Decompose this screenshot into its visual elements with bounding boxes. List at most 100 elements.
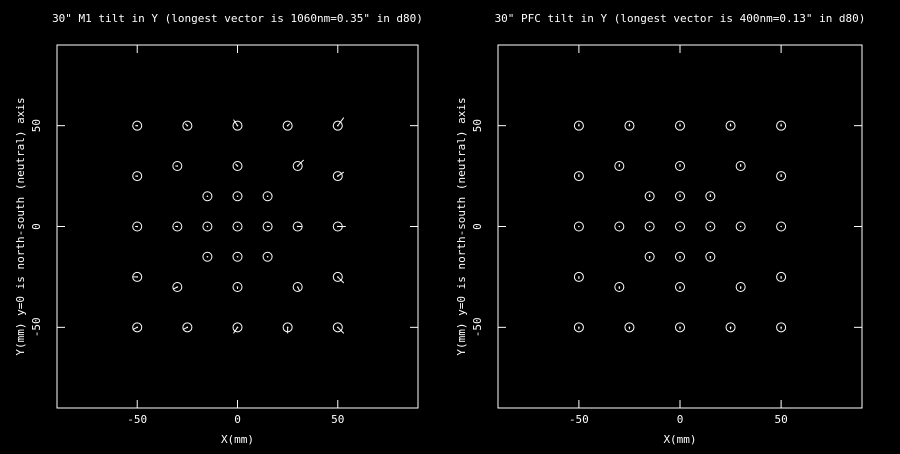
point-center xyxy=(266,255,269,258)
vector xyxy=(233,327,238,334)
point-center xyxy=(648,225,651,228)
point-center xyxy=(186,124,189,127)
point-center xyxy=(679,326,681,329)
vector xyxy=(233,119,238,126)
point-center xyxy=(206,225,209,228)
point xyxy=(232,251,243,262)
point-center xyxy=(578,175,580,177)
point xyxy=(735,161,746,171)
x-axis-label: X(mm) xyxy=(221,433,254,446)
point-center xyxy=(296,165,299,167)
point-center xyxy=(618,286,621,288)
point xyxy=(573,322,584,333)
point-center xyxy=(336,124,339,127)
point-center xyxy=(739,165,742,167)
point-center xyxy=(336,326,339,329)
point xyxy=(614,282,625,292)
point-center xyxy=(236,326,239,329)
x-tick-label: 0 xyxy=(677,413,684,426)
x-tick-label: 50 xyxy=(331,413,344,426)
point-center xyxy=(739,286,742,288)
point xyxy=(332,271,343,282)
point xyxy=(232,282,243,292)
y-tick-label: 50 xyxy=(30,119,43,132)
y-axis-label: Y(mm) y=0 is north-south (neutral) axis xyxy=(455,97,468,355)
point xyxy=(232,191,243,202)
point xyxy=(232,221,243,232)
point xyxy=(776,221,787,232)
point-center xyxy=(136,124,139,127)
point xyxy=(725,120,736,131)
point-center xyxy=(136,276,139,278)
x-tick-label: 0 xyxy=(234,413,241,426)
point-center xyxy=(296,286,299,288)
y-axis-label: Y(mm) y=0 is north-south (neutral) axis xyxy=(14,97,27,355)
point xyxy=(705,221,716,232)
point xyxy=(573,221,584,232)
point xyxy=(573,271,584,282)
point xyxy=(332,171,343,182)
point xyxy=(282,120,293,131)
point xyxy=(644,251,655,262)
point-center xyxy=(286,326,289,329)
point xyxy=(292,282,303,292)
y-tick-label: -50 xyxy=(30,317,43,337)
point-center xyxy=(236,225,239,228)
point xyxy=(262,191,273,202)
point xyxy=(132,171,143,182)
point-center xyxy=(780,276,782,278)
point-center xyxy=(578,326,580,329)
point xyxy=(776,171,787,182)
point-center xyxy=(336,175,339,177)
chart-title: 30" PFC tilt in Y (longest vector is 400… xyxy=(495,12,866,25)
point xyxy=(644,191,655,202)
point xyxy=(202,221,213,232)
point xyxy=(735,221,746,232)
point xyxy=(172,161,183,171)
point-center xyxy=(679,124,681,127)
point xyxy=(172,282,183,292)
point-center xyxy=(780,225,782,228)
point-center xyxy=(679,255,681,258)
point xyxy=(776,120,787,131)
point xyxy=(675,221,685,232)
x-tick-label: -50 xyxy=(127,413,147,426)
point xyxy=(735,282,746,292)
point-center xyxy=(136,175,139,177)
point-center xyxy=(236,255,239,258)
point xyxy=(332,322,343,333)
point xyxy=(232,120,243,131)
point-center xyxy=(176,225,179,228)
point xyxy=(202,191,213,202)
point-center xyxy=(739,225,742,228)
point xyxy=(725,322,736,333)
point-center xyxy=(266,225,269,228)
point-center xyxy=(236,165,239,167)
point xyxy=(182,322,193,333)
point xyxy=(675,282,685,292)
point-center xyxy=(780,175,782,177)
vector xyxy=(297,159,305,167)
point-center xyxy=(628,326,631,329)
point-center xyxy=(286,124,289,127)
point xyxy=(705,191,716,202)
point xyxy=(644,221,655,232)
point-center xyxy=(578,225,580,228)
point-center xyxy=(236,195,239,198)
y-tick-label: 0 xyxy=(30,223,43,230)
point-center xyxy=(336,276,339,278)
point xyxy=(202,251,213,262)
point xyxy=(776,322,787,333)
vector xyxy=(337,117,345,126)
point-center xyxy=(679,286,681,288)
point-center xyxy=(236,124,239,127)
point-center xyxy=(336,225,339,228)
point xyxy=(776,271,787,282)
point-center xyxy=(679,195,681,198)
vector xyxy=(337,326,345,334)
point xyxy=(332,120,343,131)
point-center xyxy=(296,225,299,228)
point-center xyxy=(236,286,239,288)
point-center xyxy=(618,225,621,228)
